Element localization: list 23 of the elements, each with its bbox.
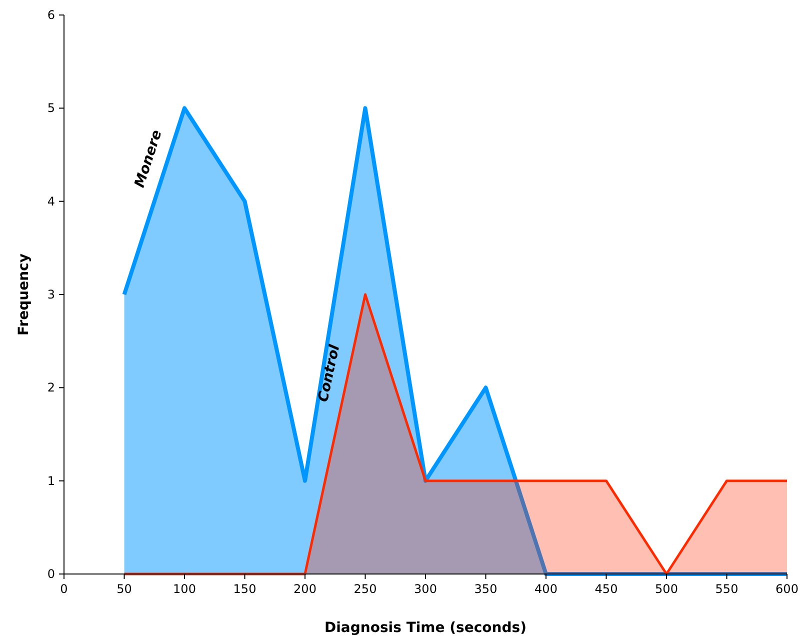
y-tick-label: 6	[47, 8, 55, 22]
text: Control	[315, 343, 344, 404]
x-tick-label: 150	[233, 582, 256, 596]
x-tick-label: 550	[715, 582, 738, 596]
x-tick-label: 100	[173, 582, 196, 596]
y-tick-label: 1	[47, 474, 55, 488]
y-tick-label: 5	[47, 101, 55, 116]
x-tick-label: 400	[534, 582, 558, 596]
y-axis-title: Frequency	[16, 254, 32, 336]
x-tick-label: 200	[294, 582, 316, 596]
y-tick-label: 0	[47, 567, 55, 581]
x-axis-title: Diagnosis Time (seconds)	[324, 620, 526, 636]
x-tick-label: 500	[655, 582, 678, 596]
x-tick-label: 450	[594, 582, 618, 596]
y-tick-label: 2	[47, 380, 55, 395]
x-tick-label: 50	[116, 582, 132, 596]
y-tick-label: 4	[47, 194, 55, 208]
x-tick-label: 250	[354, 582, 377, 596]
x-tick-label: 300	[414, 582, 437, 596]
x-tick-label: 600	[776, 582, 798, 596]
y-tick-label: 3	[47, 288, 55, 302]
x-tick-label: 350	[474, 582, 498, 596]
x-tick-label: 0	[60, 582, 68, 596]
